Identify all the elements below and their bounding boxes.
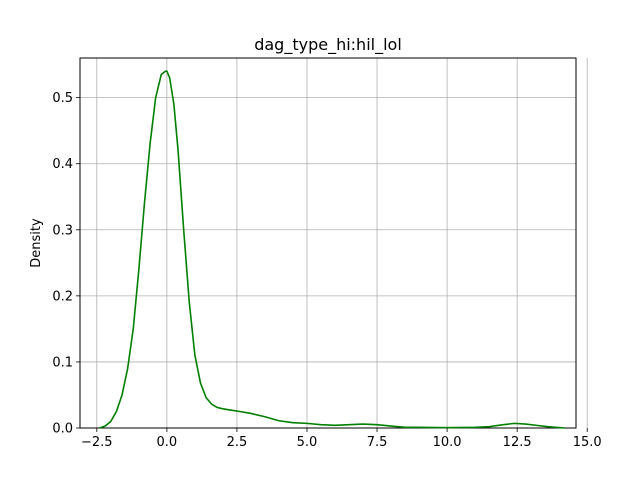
x-tick-label: −2.5 [81, 435, 113, 450]
x-tick-label: 5.0 [297, 435, 318, 450]
x-tick-label: 7.5 [367, 435, 388, 450]
x-tick-label: 10.0 [433, 435, 462, 450]
y-tick-label: 0.4 [52, 157, 73, 172]
plot-frame [79, 57, 577, 429]
x-tick-label: 15.0 [573, 435, 602, 450]
chart-title: dag_type_hi:hil_lol [254, 35, 402, 55]
grid [80, 58, 588, 429]
x-tick-label: 0.0 [157, 435, 178, 450]
y-axis-label: Density [29, 218, 44, 268]
x-axis: −2.5 0.0 2.5 5.0 7.5 10.0 12.5 15.0 [81, 428, 602, 450]
x-tick-label: 12.5 [503, 435, 532, 450]
y-tick-label: 0.3 [52, 223, 73, 238]
y-tick-label: 0.1 [52, 355, 73, 370]
x-tick-label: 2.5 [227, 435, 248, 450]
y-axis: 0.0 0.1 0.2 0.3 0.4 0.5 [52, 91, 80, 437]
y-tick-label: 0.2 [52, 289, 73, 304]
y-tick-label: 0.0 [52, 422, 73, 437]
y-tick-label: 0.5 [52, 91, 73, 106]
series-layer [99, 70, 565, 429]
density-line [99, 70, 565, 429]
